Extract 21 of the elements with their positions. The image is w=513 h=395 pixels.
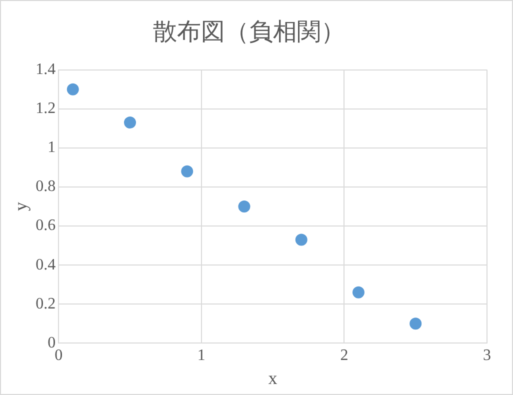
point <box>181 165 194 178</box>
x-axis-title: x <box>268 368 278 388</box>
y-tick-label: 1.2 <box>36 100 56 118</box>
y-tick-label: 0.8 <box>36 178 56 196</box>
y-tick-label: 0 <box>48 334 56 352</box>
x-tick-label: 3 <box>483 347 491 364</box>
y-tick-label: 1 <box>48 139 56 156</box>
y-tick-label: 0.2 <box>36 295 56 312</box>
point <box>66 83 79 96</box>
point <box>238 200 250 212</box>
point <box>410 318 422 330</box>
y-tick-label: 0.4 <box>36 256 56 274</box>
chart-title: 散布図（負相関） <box>153 20 345 46</box>
point <box>352 286 364 298</box>
y-axis-title: y <box>10 202 31 211</box>
point <box>124 116 136 129</box>
point <box>295 234 308 246</box>
x-tick-label: 2 <box>340 347 348 364</box>
x-tick-label: 1 <box>197 347 206 364</box>
y-tick-label: 1.4 <box>36 61 56 78</box>
y-tick-label: 0.6 <box>36 217 56 234</box>
